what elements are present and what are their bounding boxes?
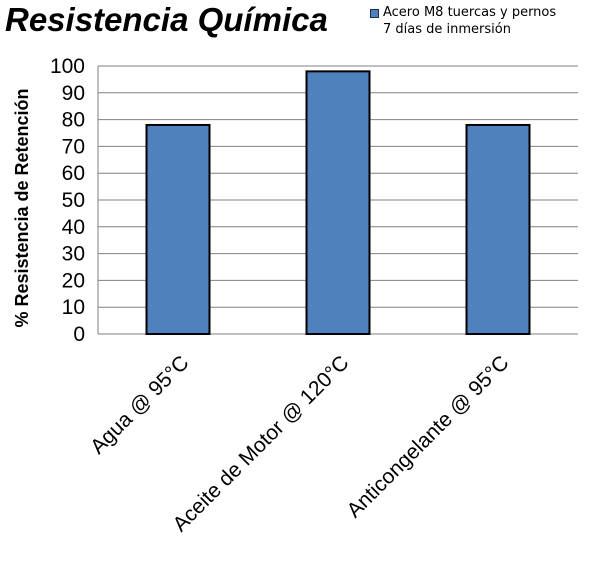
bar bbox=[145, 123, 211, 335]
legend-swatch bbox=[370, 9, 379, 18]
chart-title: Resistencia Química bbox=[5, 1, 328, 38]
y-tick-label: 100 bbox=[50, 55, 85, 78]
y-tick-label: 0 bbox=[73, 323, 85, 346]
y-tick-label: 10 bbox=[62, 296, 85, 319]
x-tick-label: Aceite de Motor @ 120°C bbox=[169, 351, 354, 536]
y-tick-label: 80 bbox=[62, 109, 85, 132]
bar bbox=[465, 123, 531, 335]
y-tick-label: 20 bbox=[62, 269, 85, 292]
y-tick-label: 70 bbox=[62, 135, 85, 158]
y-axis-label: % Resistencia de Retención bbox=[12, 88, 32, 327]
legend-sublabel: 7 días de inmersión bbox=[383, 22, 511, 37]
x-tick-label: Agua @ 95°C bbox=[86, 351, 193, 458]
y-tick-label: 90 bbox=[62, 82, 85, 105]
x-tick-label: Anticongelante @ 95°C bbox=[343, 351, 514, 522]
y-tick-label: 40 bbox=[62, 216, 85, 239]
legend-label: Acero M8 tuercas y pernos bbox=[383, 5, 557, 20]
y-tick-label: 60 bbox=[62, 162, 85, 185]
bar bbox=[305, 70, 371, 336]
y-tick-label: 30 bbox=[62, 243, 85, 266]
y-tick-label: 50 bbox=[62, 189, 85, 212]
